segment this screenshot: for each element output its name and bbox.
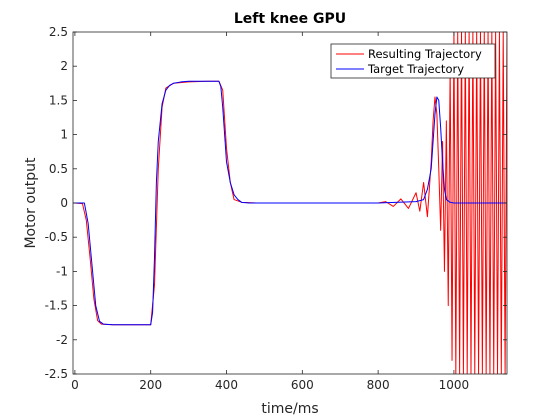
y-tick-label: -1.5 <box>45 299 68 313</box>
y-tick-label: 2.5 <box>49 25 68 39</box>
series-line-target-trajectory <box>73 80 507 326</box>
x-axis-label: time/ms <box>261 401 318 417</box>
y-tick-label: 0.5 <box>49 162 68 176</box>
legend-label-resulting: Resulting Trajectory <box>368 47 482 61</box>
x-tick-label: 800 <box>367 378 390 392</box>
legend: Resulting Trajectory Target Trajectory <box>330 43 496 79</box>
x-tick-label: 600 <box>291 378 314 392</box>
y-axis-label: Motor output <box>23 157 39 249</box>
y-tick-label: 1.5 <box>49 93 68 107</box>
y-tick-label: -1 <box>56 264 68 278</box>
legend-label-target: Target Trajectory <box>367 62 464 76</box>
chart-title: Left knee GPU <box>234 11 346 27</box>
y-tick-label: 2 <box>60 59 68 73</box>
y-tick-label: -2.5 <box>45 367 68 381</box>
y-tick-label: -0.5 <box>45 230 68 244</box>
y-tick-label: 1 <box>60 128 68 142</box>
x-tick-label: 0 <box>71 378 79 392</box>
x-tick-label: 1000 <box>439 378 470 392</box>
x-tick-label: 200 <box>139 378 162 392</box>
y-tick-label: 0 <box>60 196 68 210</box>
series-layer <box>73 32 507 374</box>
ticks-layer: 0 200 400 600 800 1000 -2.5 -2 -1.5 -1 -0.5 0 0.5 1 1.… <box>45 25 507 392</box>
y-tick-label: -2 <box>56 333 68 347</box>
legend-box <box>330 43 496 79</box>
x-tick-label: 400 <box>215 378 238 392</box>
